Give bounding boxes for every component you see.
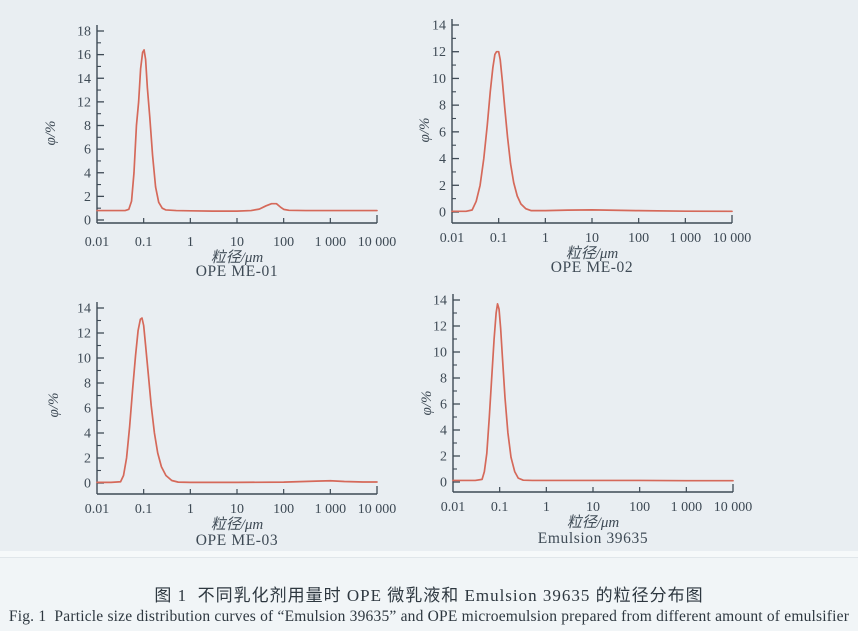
chart-title: OPE ME-03 xyxy=(196,532,278,549)
x-tick-label: 10 000 xyxy=(714,500,753,515)
distribution-curve xyxy=(96,49,378,212)
y-tick-label: 14 xyxy=(433,294,447,309)
x-tick-label: 10 000 xyxy=(358,502,397,517)
y-tick-label: 10 xyxy=(433,346,447,361)
y-tick-label: 0 xyxy=(84,477,91,492)
chart-title: OPE ME-01 xyxy=(196,263,278,280)
scan-page-edge-band xyxy=(0,551,858,557)
y-tick-label: 12 xyxy=(432,45,446,60)
y-tick-label: 4 xyxy=(440,424,447,439)
x-tick-label: 10 000 xyxy=(713,231,752,246)
y-tick-label: 8 xyxy=(84,377,91,392)
y-tick-label: 2 xyxy=(440,450,447,465)
y-axis-title: φ/% xyxy=(46,393,62,418)
y-tick-label: 4 xyxy=(439,152,446,167)
x-tick-label: 10 xyxy=(230,235,244,250)
y-tick-label: 14 xyxy=(77,72,91,87)
y-tick-label: 6 xyxy=(439,125,446,140)
x-tick-label: 100 xyxy=(629,500,650,515)
x-tick-label: 0.1 xyxy=(491,500,509,515)
x-tick-label: 0.01 xyxy=(85,235,110,250)
y-tick-label: 0 xyxy=(440,476,447,491)
y-tick-label: 10 xyxy=(77,352,91,367)
x-tick-label: 1 xyxy=(543,500,550,515)
y-tick-label: 8 xyxy=(84,119,91,134)
figure-caption-english: Fig. 1 Particle size distribution curves… xyxy=(8,608,850,625)
y-axis-title: φ/% xyxy=(43,121,59,146)
x-tick-label: 10 xyxy=(585,231,599,246)
distribution-curve xyxy=(452,303,734,482)
chart-plot: 0 2 4 6 8 10 12 14 0.01 0.1 1 10 100 1 000 10 000 粒径/μm… xyxy=(46,302,397,550)
x-axis-title: 粒径/μm xyxy=(567,514,620,531)
y-tick-label: 8 xyxy=(440,372,447,387)
distribution-curve xyxy=(451,50,733,213)
distribution-curve xyxy=(96,317,378,484)
chart-plot: 0 2 4 6 8 10 12 14 0.01 0.1 1 10 100 1 000 10 000 粒径/μm… xyxy=(417,19,752,277)
x-tick-label: 0.1 xyxy=(490,231,508,246)
scan-lower-margin xyxy=(0,557,858,631)
x-axis-title: 粒径/μm xyxy=(566,245,619,262)
y-tick-label: 12 xyxy=(433,320,447,335)
y-tick-label: 6 xyxy=(84,143,91,158)
chart-title: OPE ME-02 xyxy=(551,259,633,276)
x-tick-label: 10 000 xyxy=(358,235,397,250)
x-tick-label: 100 xyxy=(273,235,294,250)
y-tick-label: 2 xyxy=(84,452,91,467)
x-tick-label: 1 xyxy=(187,235,194,250)
chart-plot: 0 2 4 6 8 10 12 14 0.01 0.1 1 10 100 1 000 10 000 粒径/μm… xyxy=(419,294,753,548)
y-tick-label: 6 xyxy=(440,398,447,413)
x-tick-label: 0.01 xyxy=(440,231,465,246)
x-tick-label: 0.01 xyxy=(85,502,110,517)
y-tick-label: 4 xyxy=(84,427,91,442)
chart-emulsion-39635: 0 2 4 6 8 10 12 14 0.01 0.1 1 10 100 1 000 10 000 粒径/μm… xyxy=(365,278,795,556)
y-tick-label: 4 xyxy=(84,166,91,181)
chart-ope-me-03: 0 2 4 6 8 10 12 14 0.01 0.1 1 10 100 1 000 10 000 粒径/μm… xyxy=(10,282,440,560)
y-tick-label: 2 xyxy=(439,179,446,194)
x-tick-label: 0.1 xyxy=(135,235,153,250)
y-tick-label: 0 xyxy=(439,206,446,221)
y-tick-label: 8 xyxy=(439,99,446,114)
y-axis-title: φ/% xyxy=(419,391,435,416)
x-tick-label: 1 000 xyxy=(671,500,703,515)
x-tick-label: 1 000 xyxy=(670,231,702,246)
x-tick-label: 1 xyxy=(187,502,194,517)
chart-ope-me-02: 0 2 4 6 8 10 12 14 0.01 0.1 1 10 100 1 000 10 000 粒径/μm… xyxy=(365,0,795,278)
y-tick-label: 10 xyxy=(432,72,446,87)
x-tick-label: 100 xyxy=(273,502,294,517)
y-tick-label: 12 xyxy=(77,327,91,342)
y-tick-label: 14 xyxy=(77,302,91,317)
x-tick-label: 1 xyxy=(542,231,549,246)
y-tick-label: 18 xyxy=(77,25,91,40)
x-tick-label: 0.01 xyxy=(441,500,466,515)
y-tick-label: 6 xyxy=(84,402,91,417)
y-axis-title: φ/% xyxy=(417,118,433,143)
chart-plot: 0 2 4 6 8 12 14 16 18 0.01 0.1 1 10 100 1 000 10 000 粒径/… xyxy=(43,25,397,281)
y-tick-label: 2 xyxy=(84,190,91,205)
x-tick-label: 0.1 xyxy=(135,502,153,517)
chart-title: Emulsion 39635 xyxy=(538,530,648,547)
y-tick-label: 16 xyxy=(77,48,91,63)
chart-ope-me-01: 0 2 4 6 8 12 14 16 18 0.01 0.1 1 10 100 1 000 10 000 粒径/… xyxy=(10,5,440,283)
figure-caption-chinese: 图 1 不同乳化剂用量时 OPE 微乳液和 Emulsion 39635 的粒径… xyxy=(154,586,704,605)
x-tick-label: 10 xyxy=(586,500,600,515)
x-tick-label: 1 000 xyxy=(315,502,347,517)
x-tick-label: 10 xyxy=(230,502,244,517)
x-tick-label: 1 000 xyxy=(315,235,347,250)
x-tick-label: 100 xyxy=(628,231,649,246)
x-axis-title: 粒径/μm xyxy=(211,516,264,533)
x-axis-title: 粒径/μm xyxy=(211,249,264,266)
y-tick-label: 0 xyxy=(84,214,91,229)
y-tick-label: 14 xyxy=(432,19,446,34)
y-tick-label: 12 xyxy=(77,95,91,110)
